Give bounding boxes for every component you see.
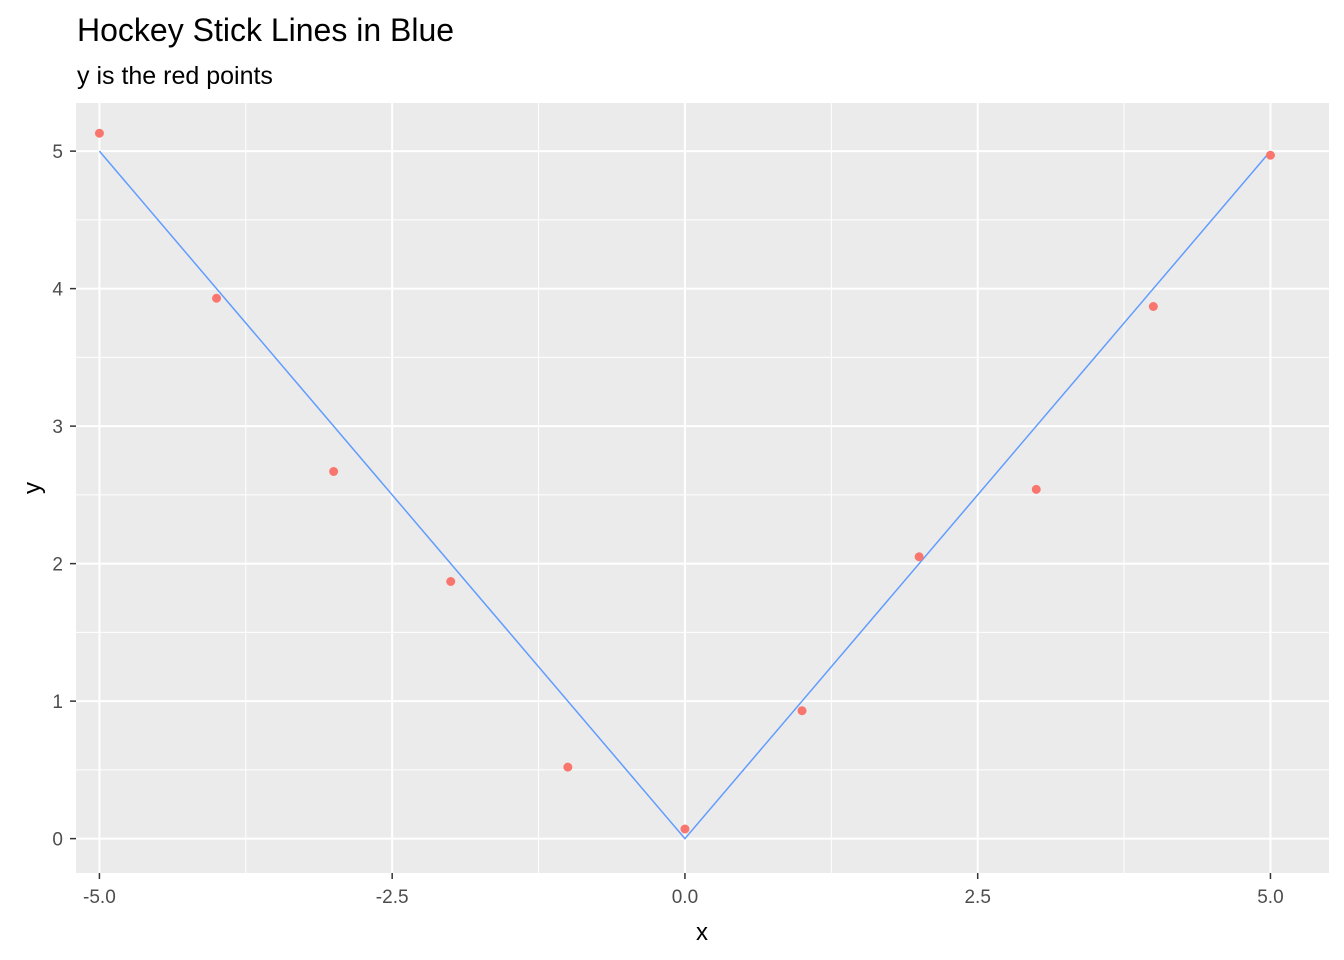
axis-ticks: [70, 150, 1272, 879]
chart-subtitle: y is the red points: [77, 62, 273, 90]
x-tick-label: 0.0: [672, 887, 698, 908]
y-tick-label: 3: [52, 417, 63, 438]
y-tick-label: 4: [52, 280, 63, 301]
data-point: [914, 552, 924, 562]
data-point: [1265, 150, 1275, 160]
chart-title: Hockey Stick Lines in Blue: [77, 12, 454, 48]
x-axis-title: x: [696, 919, 708, 946]
x-tick-label: 2.5: [964, 887, 990, 908]
x-tick-label: -5.0: [83, 887, 116, 908]
series-layer: [94, 128, 1275, 840]
plot-panel: [76, 103, 1329, 873]
data-point: [446, 577, 456, 586]
data-point: [94, 128, 104, 138]
y-tick-label: 2: [52, 555, 63, 576]
y-tick-label: 0: [52, 830, 63, 851]
data-point: [212, 293, 222, 303]
y-tick-label: 5: [52, 142, 63, 163]
hockey-stick-line: [98, 150, 1272, 840]
x-tick-label: 5.0: [1257, 887, 1283, 908]
y-axis-title: y: [19, 482, 46, 494]
data-point: [563, 762, 573, 772]
data-point: [329, 467, 339, 476]
data-point: [680, 824, 690, 834]
y-tick-label: 1: [52, 692, 63, 713]
major-gridlines: [76, 103, 1329, 873]
x-tick-label: -2.5: [376, 887, 409, 908]
minor-gridlines: [76, 103, 1329, 873]
data-point: [1148, 302, 1158, 311]
data-point: [797, 706, 807, 716]
tick-labels: -5.0 -2.5 0.0 2.5 5.0 0 1 2 3 4 5: [52, 142, 1283, 908]
data-point: [1031, 484, 1041, 494]
